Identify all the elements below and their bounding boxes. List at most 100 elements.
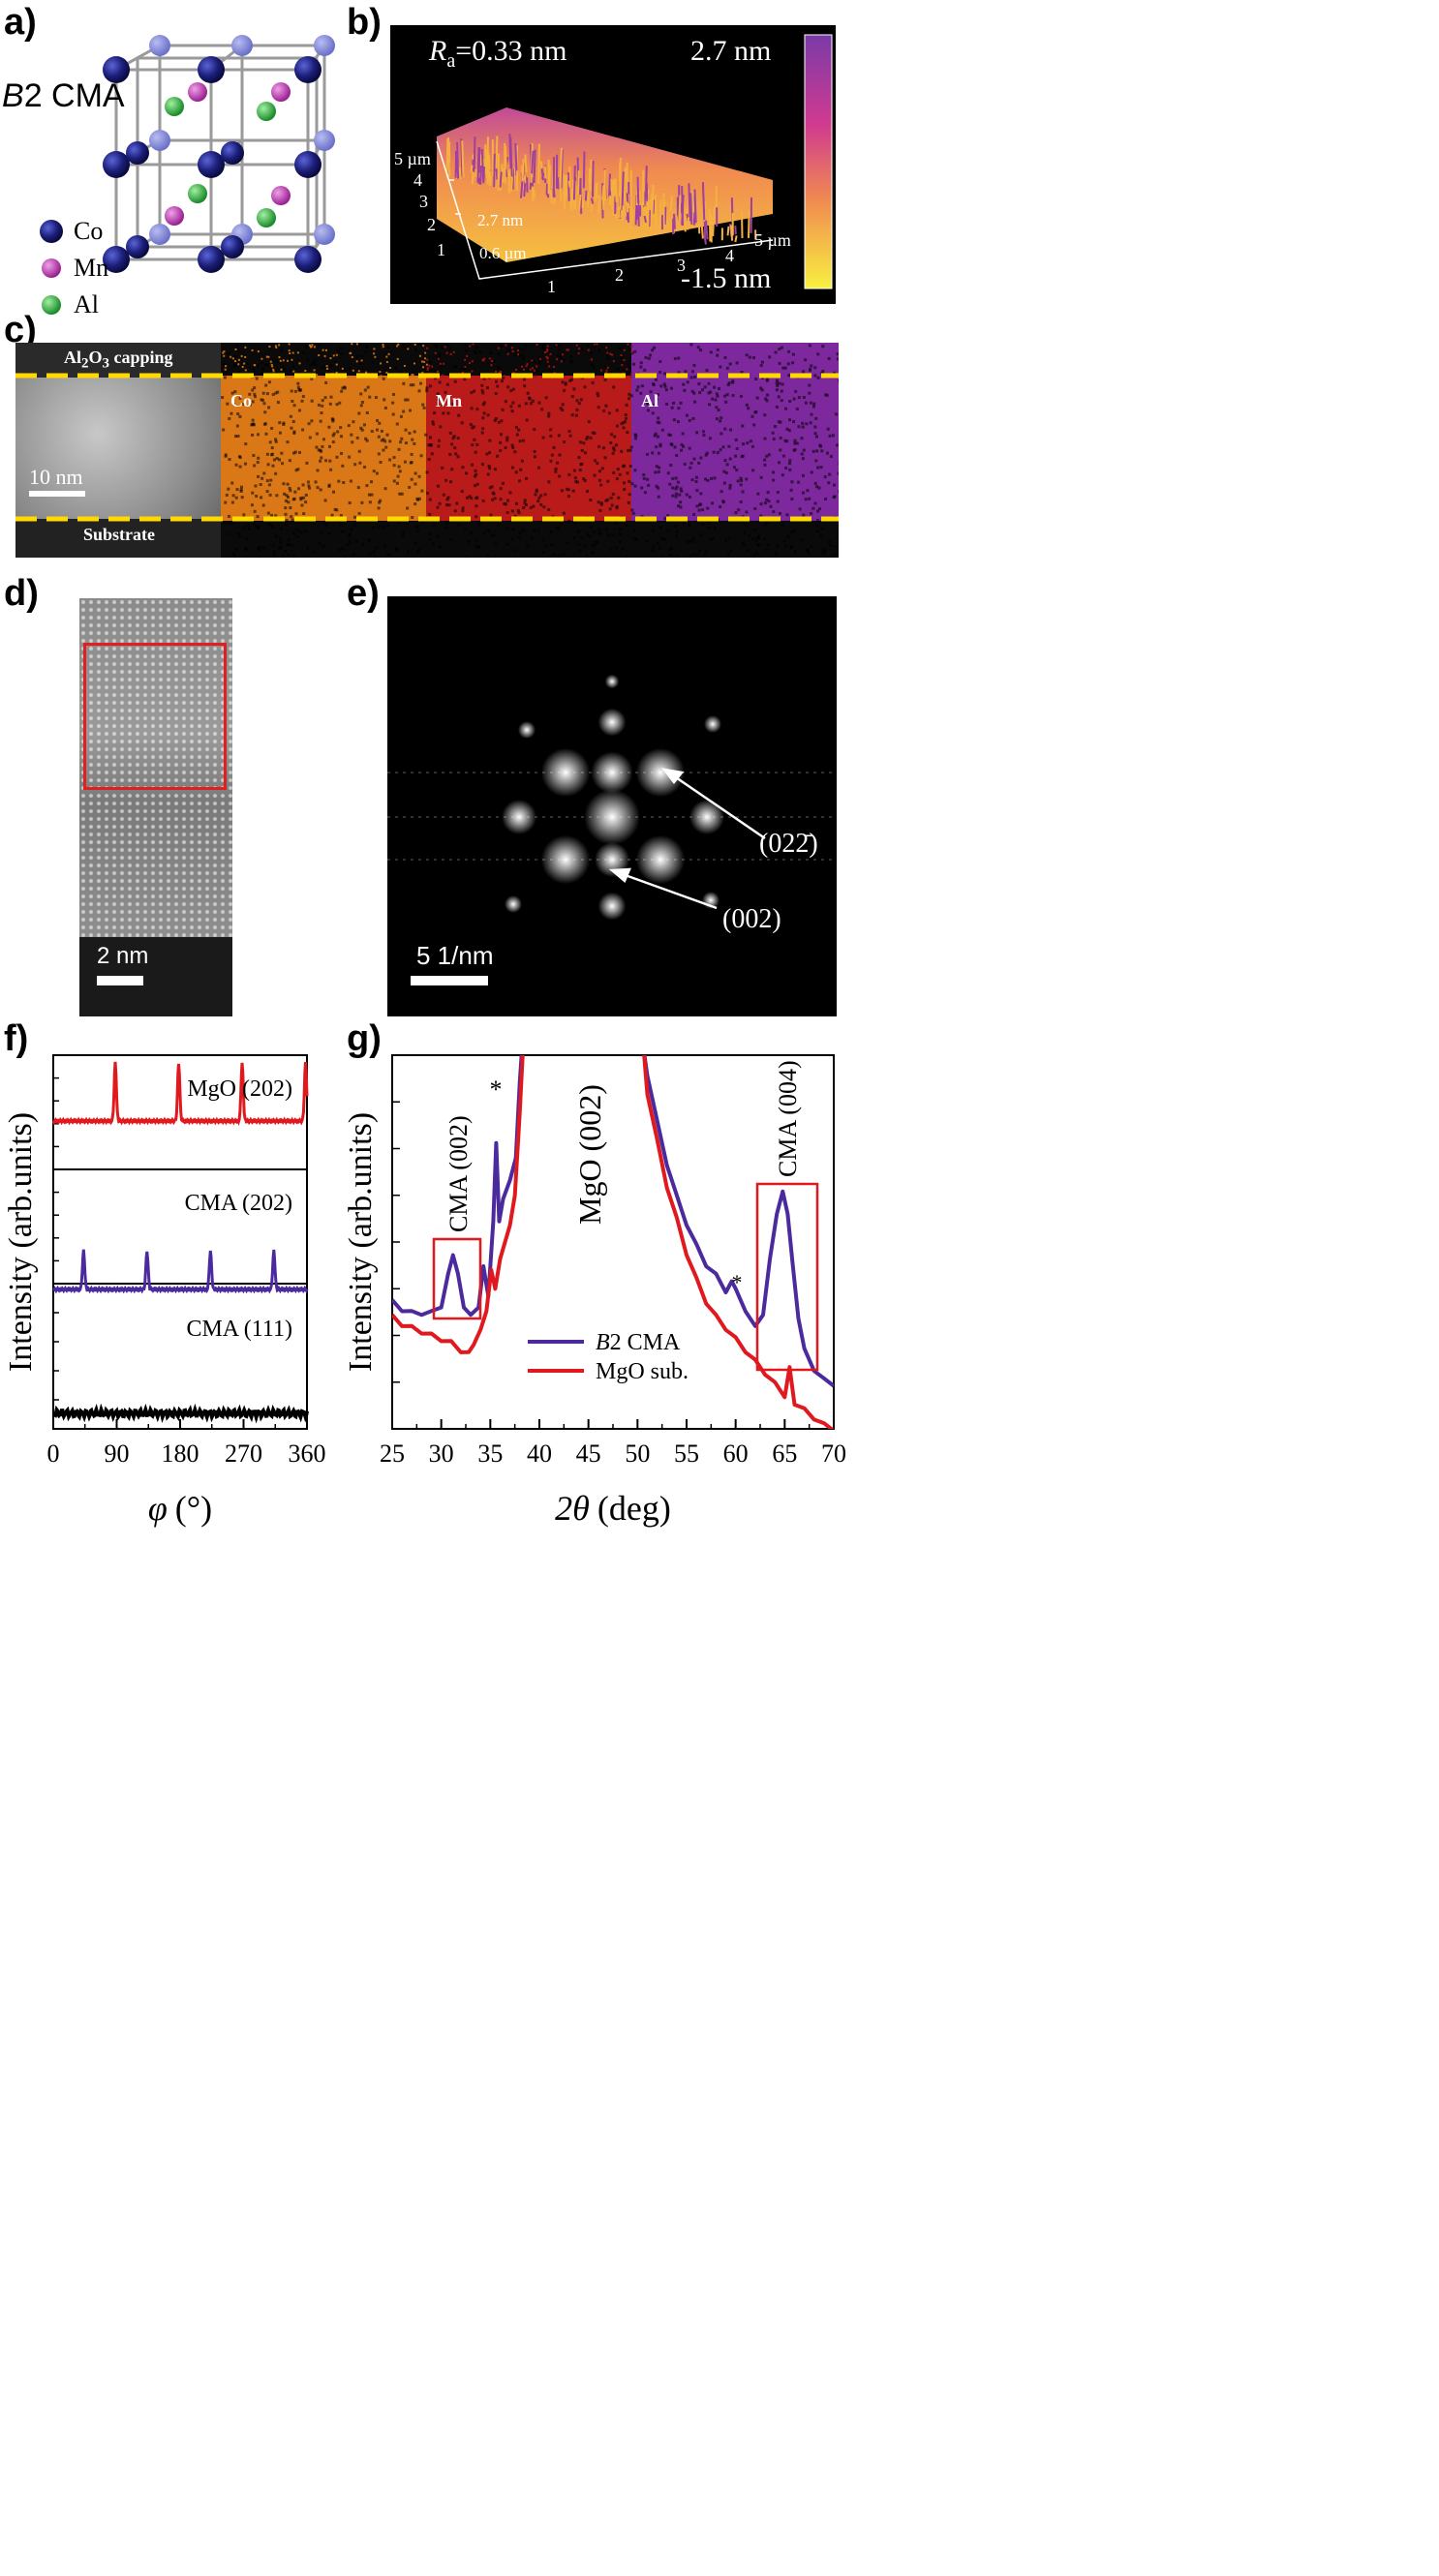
eds-pixel: [547, 508, 551, 512]
eds-pixel: [491, 359, 494, 362]
eds-pixel: [810, 412, 813, 416]
eds-pixel: [258, 548, 261, 552]
eds-pixel: [455, 501, 459, 505]
eds-pixel: [635, 388, 639, 392]
eds-pixel: [737, 508, 741, 512]
eds-pixel: [255, 377, 259, 380]
eds-pixel: [569, 378, 573, 381]
eds-pixel: [681, 432, 685, 436]
eds-pixel: [658, 444, 662, 448]
eds-pixel: [428, 436, 432, 439]
eds-pixel: [228, 521, 231, 525]
x-tick-5: 5 µm: [754, 230, 791, 250]
eds-pixel: [696, 346, 700, 349]
eds-pixel: [253, 509, 257, 513]
xrd-series-1: [642, 1055, 834, 1388]
eds-pixel: [651, 451, 655, 455]
afm-spike: [484, 144, 487, 172]
eds-pixel: [318, 541, 321, 545]
eds-pixel: [547, 414, 551, 418]
eds-pixel: [707, 381, 711, 385]
eds-pixel: [776, 500, 780, 503]
eds-pixel: [556, 461, 560, 465]
eds-pixel: [323, 521, 327, 525]
eds-pixel: [534, 493, 537, 497]
eds-pixel: [533, 455, 536, 459]
eds-pixel: [482, 411, 486, 415]
eds-pixel: [319, 488, 322, 492]
eds-pixel: [778, 520, 781, 524]
eds-pixel: [424, 433, 428, 437]
eds-pixel: [327, 531, 331, 535]
eds-pixel: [742, 442, 746, 446]
eds-pixel: [328, 459, 332, 463]
eds-pixel: [765, 454, 769, 458]
eds-pixel: [739, 394, 743, 398]
eds-pixel: [228, 416, 231, 420]
eds-pixel: [285, 494, 289, 498]
eds-pixel: [709, 350, 713, 354]
eds-pixel: [279, 545, 283, 549]
eds-pixel: [823, 475, 827, 479]
eds-pixel: [705, 369, 709, 373]
eds-pixel: [643, 491, 647, 495]
xrd-curves: [392, 1055, 834, 1429]
eds-pixel: [425, 386, 429, 390]
eds-pixel: [500, 370, 503, 373]
eds-pixel: [633, 469, 637, 472]
eds-pixel: [522, 378, 526, 381]
eds-pixel: [238, 534, 242, 538]
eds-pixel: [231, 494, 235, 498]
eds-pixel: [570, 413, 574, 417]
eds-pixel: [727, 381, 731, 385]
eds-pixel: [244, 355, 247, 358]
eds-pixel: [230, 411, 233, 415]
eds-pixel: [583, 385, 587, 389]
eds-pixel: [626, 471, 629, 475]
eds-pixel: [813, 374, 817, 378]
eds-pixel: [542, 505, 546, 509]
eds-pixel: [772, 510, 776, 514]
eds-pixel: [265, 479, 269, 483]
eds-pixel: [586, 344, 590, 348]
eds-pixel: [789, 488, 793, 492]
eds-pixel: [482, 359, 485, 362]
eds-pixel: [274, 370, 278, 374]
afm-spike: [495, 136, 499, 169]
haadf-capping: [15, 343, 221, 378]
eds-pixel: [315, 445, 319, 449]
eds-pixel: [656, 435, 659, 439]
eds-pixel: [625, 523, 628, 527]
eds-pixel: [280, 368, 283, 371]
eds-pixel: [688, 418, 691, 422]
diffraction-spot: [689, 800, 724, 834]
eds-pixel: [600, 369, 603, 372]
eds-pixel: [435, 346, 439, 349]
eds-pixel: [748, 533, 751, 537]
eds-pixel: [743, 530, 747, 534]
eds-pixel: [397, 343, 400, 346]
eds-pixel: [575, 399, 579, 403]
fft-pattern: [387, 674, 837, 921]
eds-pixel: [253, 523, 257, 527]
eds-pixel: [765, 378, 769, 381]
eds-pixel: [263, 410, 267, 414]
eds-pixel: [348, 500, 352, 504]
eds-pixel: [557, 348, 561, 351]
eds-pixel: [378, 500, 382, 504]
eds-pixel: [475, 346, 478, 349]
afm-spike: [461, 140, 465, 178]
eds-pixel: [413, 482, 417, 486]
eds-map-strip: Al2O3 capping Substrate 10 nm Co Mn Al: [15, 343, 839, 558]
eds-pixel: [371, 360, 375, 364]
eds-pixel: [235, 344, 239, 348]
afm-spike: [640, 202, 644, 212]
eds-pixel: [642, 476, 646, 480]
eds-pixel: [461, 506, 465, 510]
diffraction-spot: [597, 708, 627, 737]
eds-pixel: [350, 433, 353, 437]
eds-pixel: [348, 532, 352, 536]
eds-pixel: [290, 543, 293, 547]
eds-pixel: [231, 552, 235, 556]
eds-pixel: [252, 422, 256, 426]
